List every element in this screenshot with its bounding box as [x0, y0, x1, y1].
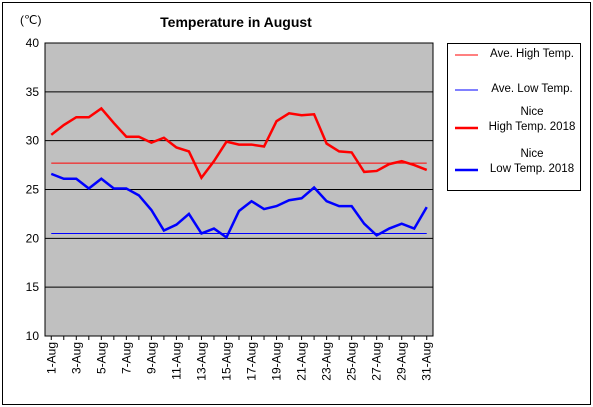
x-tick-label: 25-Aug: [345, 342, 359, 381]
legend-label: Nice Low Temp. 2018: [489, 148, 575, 175]
x-tick-label: 1-Aug: [44, 342, 58, 374]
x-tick-label: 9-Aug: [144, 342, 158, 374]
x-tick-label: 23-Aug: [320, 342, 334, 381]
legend-label: Ave. High Temp.: [490, 48, 574, 60]
x-tick-label: 31-Aug: [420, 342, 434, 381]
x-tick-label: 7-Aug: [119, 342, 133, 374]
x-tick-label: 27-Aug: [370, 342, 384, 381]
x-tick-label: 17-Aug: [245, 342, 259, 381]
y-tick-label: 15: [26, 280, 40, 294]
series-line: [50, 172, 428, 240]
x-tick-label: 15-Aug: [219, 342, 233, 381]
series-line: [50, 106, 428, 181]
x-tick-label: 19-Aug: [270, 342, 284, 381]
y-tick-label: 10: [26, 329, 40, 343]
x-tick-label: 11-Aug: [169, 342, 183, 380]
legend-label: Ave. Low Temp.: [491, 83, 573, 95]
y-tick-label: 30: [26, 134, 40, 148]
y-tick-label: 35: [26, 85, 40, 99]
y-tick-label: 40: [26, 36, 40, 50]
legend-box: [447, 43, 581, 191]
x-tick-label: 13-Aug: [194, 342, 208, 381]
x-tick-label: 3-Aug: [69, 342, 83, 374]
y-tick-label: 25: [26, 183, 40, 197]
x-tick-label: 21-Aug: [295, 342, 309, 381]
y-axis-label: (℃): [20, 13, 41, 27]
y-tick-label: 20: [26, 231, 40, 245]
x-tick-label: 29-Aug: [395, 342, 409, 381]
legend-label: Nice High Temp. 2018: [488, 106, 576, 133]
x-tick-label: 5-Aug: [94, 342, 108, 374]
chart-title: Temperature in August: [160, 14, 312, 30]
